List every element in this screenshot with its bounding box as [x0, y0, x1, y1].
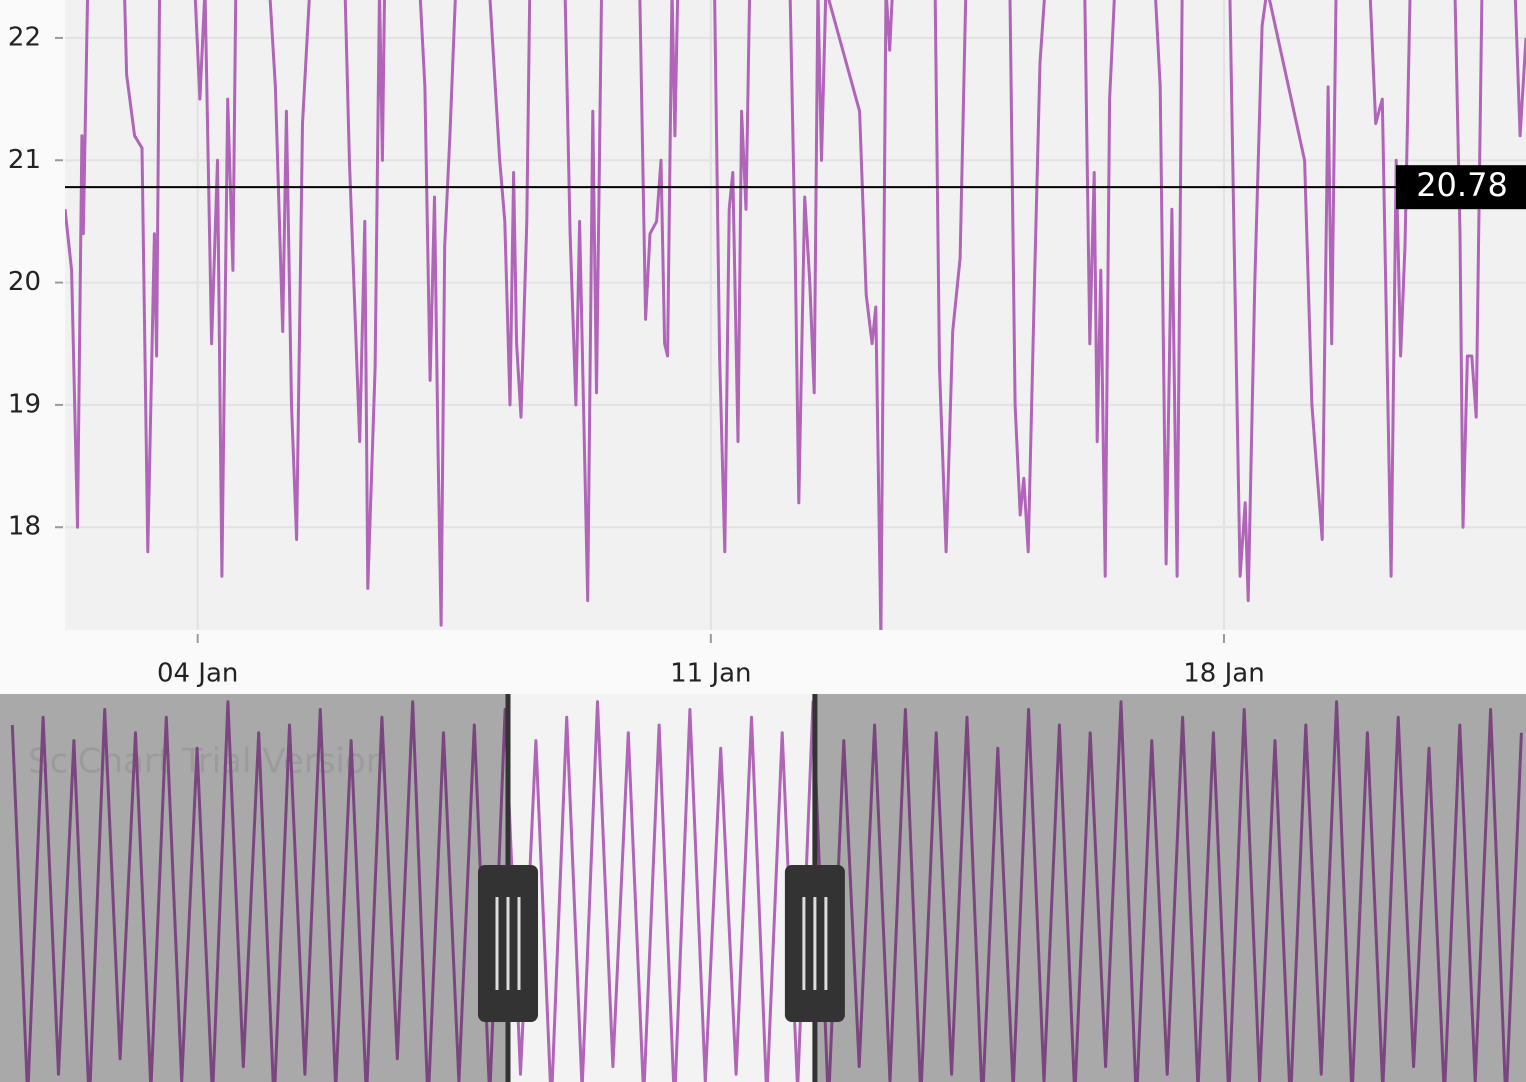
annotation-label: 20.78 — [1416, 166, 1508, 204]
navigator-mask — [0, 694, 508, 1082]
y-tick-label: 22 — [8, 22, 41, 52]
x-tick-label: 11 Jan — [670, 659, 751, 689]
watermark: SciChart Trial Version — [28, 742, 387, 782]
data-line — [65, 0, 1526, 630]
y-tick-label: 18 — [8, 512, 41, 542]
navigator-mask — [814, 694, 1526, 1082]
y-tick-label: 20 — [8, 267, 41, 297]
annotation-label-box — [1396, 165, 1526, 210]
x-tick-label: 18 Jan — [1183, 659, 1264, 689]
y-tick-label: 21 — [8, 145, 41, 175]
navigator-line — [10, 700, 1523, 1082]
y-tick-label: 19 — [8, 389, 41, 419]
x-tick-label: 04 Jan — [157, 659, 238, 689]
